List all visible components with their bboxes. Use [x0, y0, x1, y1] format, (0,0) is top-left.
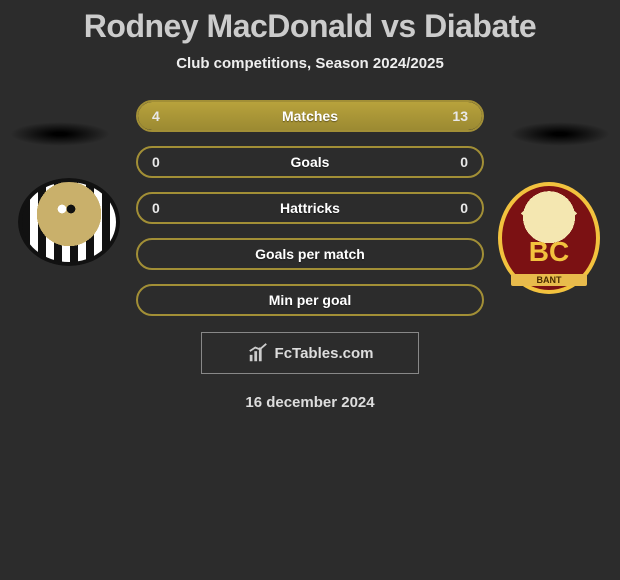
stat-right-value: 0 [460, 200, 468, 216]
stat-right-value: 0 [460, 154, 468, 170]
stat-left-value: 0 [152, 154, 160, 170]
stat-row-min-per-goal: Min per goal [136, 284, 484, 316]
stat-label: Min per goal [138, 292, 482, 308]
footer-label: FcTables.com [275, 345, 374, 362]
date-label: 16 december 2024 [0, 394, 620, 411]
left-club-logo [18, 178, 120, 266]
stat-row-goals-per-match: Goals per match [136, 238, 484, 270]
subtitle: Club competitions, Season 2024/2025 [0, 55, 620, 72]
stat-row-matches: 4Matches13 [136, 100, 484, 132]
stat-label: Hattricks [138, 200, 482, 216]
stat-label: Goals per match [138, 246, 482, 262]
stat-left-value: 0 [152, 200, 160, 216]
left-club-shadow [10, 122, 110, 146]
stat-row-goals: 0Goals0 [136, 146, 484, 178]
right-club-badge-text: BC [529, 236, 569, 268]
stat-label: Matches [138, 108, 482, 124]
notts-county-badge-icon [18, 178, 120, 266]
stat-label: Goals [138, 154, 482, 170]
fctables-attribution[interactable]: FcTables.com [201, 332, 419, 374]
stat-row-hattricks: 0Hattricks0 [136, 192, 484, 224]
right-club-banner: BANT [511, 274, 586, 286]
page-title: Rodney MacDonald vs Diabate [0, 0, 620, 45]
stat-right-value: 13 [452, 108, 468, 124]
chart-icon [247, 342, 269, 364]
right-club-logo: BC BANT [498, 182, 600, 294]
stats-container: 4Matches130Goals00Hattricks0Goals per ma… [136, 100, 484, 316]
stat-left-value: 4 [152, 108, 160, 124]
bradford-city-badge-icon: BC BANT [498, 182, 600, 294]
right-club-shadow [510, 122, 610, 146]
